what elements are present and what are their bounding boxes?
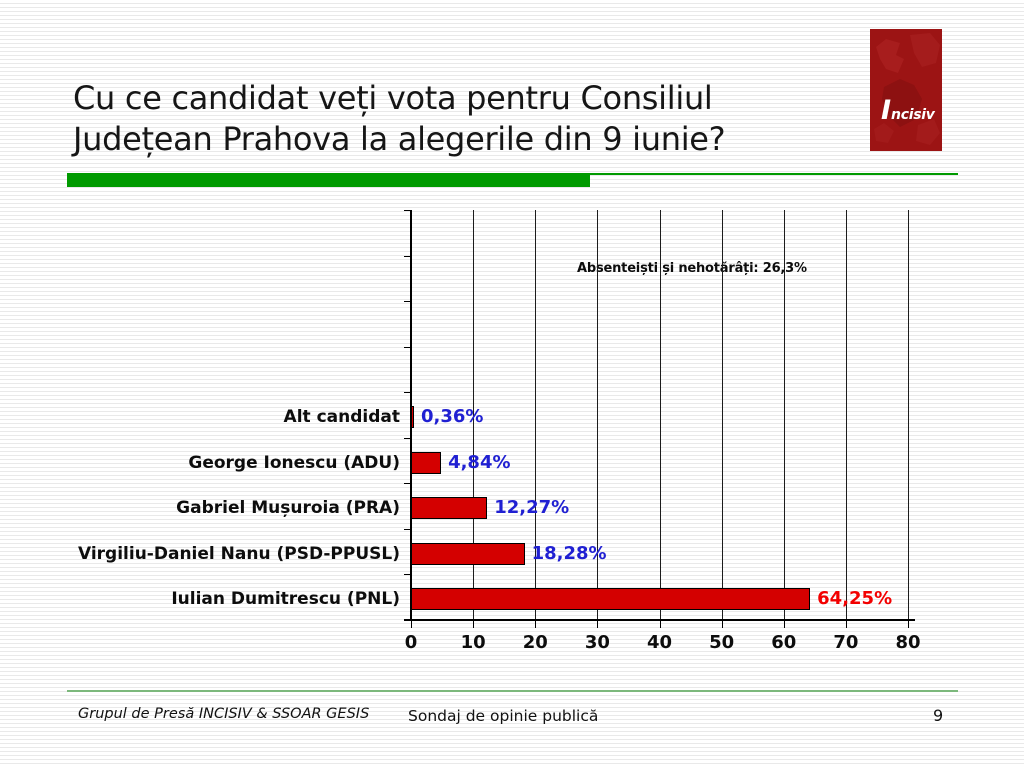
x-axis-line: [404, 619, 915, 621]
category-label: George Ionescu (ADU): [188, 452, 400, 473]
y-axis-tick: [404, 210, 411, 211]
title-accent-line: [590, 173, 958, 175]
y-axis-tick: [404, 574, 411, 576]
logo-map-graphic: [870, 29, 942, 151]
y-axis-tick: [404, 528, 411, 530]
value-label: 18,28%: [531, 542, 607, 564]
chart-gridline: [845, 210, 847, 620]
x-axis-tick: [845, 620, 847, 628]
y-axis-tick: [404, 392, 411, 394]
x-axis-tick: [721, 620, 723, 628]
page-number: 9: [933, 706, 944, 725]
x-tick-label: 50: [709, 632, 735, 653]
x-tick-label: 60: [771, 632, 797, 653]
y-axis-tick: [404, 437, 411, 439]
logo-wordmark: Incisiv: [881, 95, 935, 126]
chart-gridline: [908, 210, 909, 620]
bar-3: [411, 497, 488, 520]
title-accent-bar: [67, 173, 590, 187]
footer-source-text: Grupul de Presă INCISIV & SSOAR GESIS: [78, 706, 370, 722]
chart-gridline: [659, 210, 661, 620]
chart-annotation: Absenteiști și nehotărâți: 26,3%: [577, 261, 807, 276]
x-axis-tick: [597, 620, 599, 628]
x-tick-label: 80: [895, 632, 921, 653]
category-label: Iulian Dumitrescu (PNL): [171, 589, 400, 610]
x-axis-tick: [908, 620, 909, 628]
value-label: 64,25%: [817, 588, 893, 610]
x-axis-tick: [659, 620, 661, 628]
x-axis-tick: [473, 620, 475, 628]
chart-gridline: [721, 210, 723, 620]
y-axis-tick: [404, 255, 411, 257]
value-label: 0,36%: [421, 406, 484, 427]
x-axis-tick: [535, 620, 537, 628]
logo-name: ncisiv: [891, 107, 935, 123]
x-tick-label: 20: [522, 632, 548, 653]
footer-divider-line: [67, 690, 958, 692]
logo-initial: I: [881, 95, 892, 126]
y-axis-tick: [404, 620, 411, 621]
x-tick-label: 0: [404, 632, 418, 653]
bar-4: [411, 542, 525, 565]
bar-5: [411, 588, 811, 611]
slide-title: Cu ce candidat veți vota pentru Consiliu…: [73, 79, 726, 158]
footer-subtitle: Sondaj de opinie publică: [408, 707, 599, 725]
incisiv-logo: Incisiv: [870, 29, 942, 151]
x-axis-tick: [411, 620, 412, 628]
value-label: 12,27%: [494, 497, 570, 519]
chart-gridline: [535, 210, 537, 620]
category-label: Alt candidat: [283, 407, 400, 427]
category-label: Gabriel Mușuroia (PRA): [176, 498, 400, 519]
x-tick-label: 40: [646, 632, 673, 653]
value-label: 4,84%: [448, 451, 511, 473]
category-label: Virgiliu-Daniel Nanu (PSD-PPUSL): [77, 543, 400, 564]
bar-1: [411, 406, 414, 428]
y-axis-tick: [404, 346, 411, 348]
x-tick-label: 10: [460, 632, 486, 653]
x-axis-tick: [783, 620, 785, 628]
x-tick-label: 70: [833, 632, 859, 653]
chart-gridline: [783, 210, 785, 620]
chart-gridline: [473, 210, 475, 620]
x-tick-label: 30: [584, 632, 610, 653]
y-axis-tick: [404, 483, 411, 485]
chart-gridline: [597, 210, 599, 620]
y-axis-tick: [404, 301, 411, 303]
bar-2: [411, 451, 442, 474]
